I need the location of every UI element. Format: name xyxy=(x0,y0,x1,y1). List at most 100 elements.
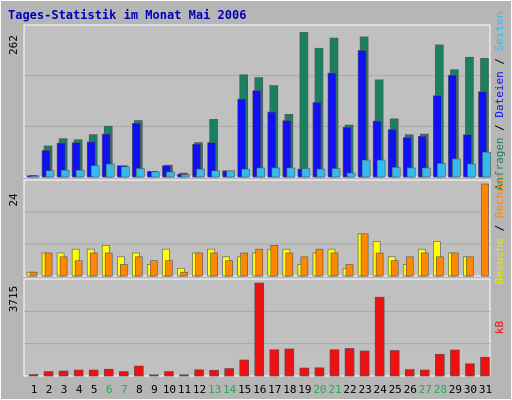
bar-rechner xyxy=(135,256,143,277)
day-labels: 1 2 3 4 5 6 7 8 9 10 11 12 13 14 15 16 17 18 19 20 21 22 23 24 2… xyxy=(31,383,492,396)
bar-seiten xyxy=(301,168,311,178)
bar-rechner xyxy=(44,252,53,277)
day-label: 6 xyxy=(106,383,113,396)
bar-seiten xyxy=(361,159,371,178)
bar-rechner xyxy=(255,248,264,277)
bar-kb xyxy=(194,369,204,377)
panel-top: 262 Anfragen / Dateien / Seiten xyxy=(7,12,506,191)
bar-rechner xyxy=(104,252,113,277)
bar-kb xyxy=(224,368,234,377)
bar-rechner xyxy=(225,260,233,277)
bar-rechner xyxy=(240,252,248,277)
bar-dateien xyxy=(252,90,262,178)
series-label: Dateien xyxy=(493,71,506,117)
day-label: 5 xyxy=(91,383,98,396)
bar-rechner xyxy=(29,271,38,277)
bar-kb xyxy=(103,368,114,377)
bar-dateien xyxy=(237,98,246,178)
bar-kb xyxy=(88,369,99,377)
bar-seiten xyxy=(45,170,55,178)
bar-kb xyxy=(209,369,219,377)
bar-rechner xyxy=(300,256,309,277)
day-label: 17 xyxy=(268,383,281,396)
bar-rechner xyxy=(315,248,324,277)
bar-kb xyxy=(179,374,189,377)
day-label: 15 xyxy=(238,383,251,396)
day-label: 24 xyxy=(374,383,388,396)
bar-seiten xyxy=(181,174,190,178)
bar-kb xyxy=(149,374,159,377)
series-axis-label: Anfragen / Dateien / Seiten xyxy=(493,12,506,191)
y-max-label: 3715 xyxy=(7,286,20,313)
bar-kb xyxy=(314,367,325,377)
day-label: 28 xyxy=(434,383,447,396)
bar-dateien xyxy=(357,50,367,178)
day-label: 21 xyxy=(328,383,341,396)
bar-seiten xyxy=(105,163,115,178)
day-label: 27 xyxy=(419,383,432,396)
bar-kb xyxy=(344,348,355,377)
bar-rechner xyxy=(150,260,158,277)
bar-kb xyxy=(58,370,69,377)
bar-rechner xyxy=(270,245,279,277)
bar-rechner xyxy=(89,252,98,277)
label-separator: / xyxy=(493,51,506,71)
bar-seiten xyxy=(406,167,416,178)
day-label: 12 xyxy=(193,383,206,396)
bar-kb xyxy=(299,367,310,377)
bar-rechner xyxy=(165,260,173,277)
series-label: Anfragen xyxy=(493,137,506,190)
bar-rechner xyxy=(345,264,354,277)
y-max-label: 24 xyxy=(7,193,20,207)
bar-seiten xyxy=(421,167,431,178)
day-label: 2 xyxy=(46,383,53,396)
series-label: Besuche xyxy=(493,238,506,284)
bar-kb xyxy=(465,363,475,377)
day-label: 14 xyxy=(223,383,237,396)
bar-rechner xyxy=(390,260,399,277)
bar-kb xyxy=(419,369,430,377)
bar-seiten xyxy=(151,171,160,178)
bar-seiten xyxy=(211,170,220,178)
day-label: 25 xyxy=(389,383,402,396)
bar-dateien xyxy=(312,102,322,178)
day-label: 31 xyxy=(479,383,492,396)
bar-seiten xyxy=(316,168,326,178)
bar-kb xyxy=(284,348,295,377)
bar-rechner xyxy=(210,252,218,277)
bar-kb xyxy=(43,371,54,377)
bar-seiten xyxy=(452,158,461,178)
bar-kb xyxy=(119,371,129,377)
bar-rechner xyxy=(120,264,128,277)
bar-rechner xyxy=(405,256,414,277)
day-label: 29 xyxy=(449,383,462,396)
bar-kb xyxy=(254,282,265,377)
day-label: 30 xyxy=(464,383,477,396)
bar-kb xyxy=(134,365,144,377)
bar-seiten xyxy=(60,169,70,178)
bar-dateien xyxy=(342,126,352,178)
day-label: 8 xyxy=(136,383,143,396)
label-separator: / xyxy=(493,218,506,238)
label-separator: / xyxy=(493,118,506,138)
bar-rechner xyxy=(481,183,489,277)
day-label: 3 xyxy=(61,383,68,396)
panel-bottom: 3715 kB xyxy=(7,278,506,377)
day-label: 20 xyxy=(313,383,326,396)
day-label: 4 xyxy=(76,383,83,396)
bar-seiten xyxy=(196,168,205,178)
bar-kb xyxy=(389,350,400,377)
bar-seiten xyxy=(376,159,386,178)
bar-seiten xyxy=(391,167,401,178)
bar-rechner xyxy=(74,260,83,277)
bar-seiten xyxy=(136,168,145,178)
bar-seiten xyxy=(241,168,250,178)
bar-rechner xyxy=(195,252,203,277)
bar-kb xyxy=(329,349,340,377)
bar-seiten xyxy=(256,167,266,178)
bar-kb xyxy=(450,349,460,377)
series-label: Seiten xyxy=(493,12,506,52)
day-label: 13 xyxy=(208,383,221,396)
bar-rechner xyxy=(436,256,444,277)
bar-kb xyxy=(269,349,280,377)
